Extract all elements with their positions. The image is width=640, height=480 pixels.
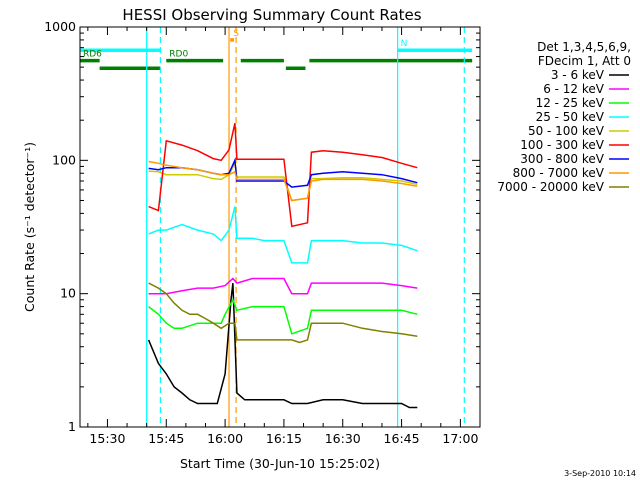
series-line — [148, 160, 418, 202]
y-tick-label: 10 — [60, 286, 76, 301]
series-line — [148, 282, 418, 344]
status-bar-label: RD6 — [83, 50, 102, 60]
x-axis: 15:30 15:45 16:00 16:15 16:30 16:45 17:00 — [87, 27, 481, 446]
y-tick-label: 1 — [68, 419, 76, 434]
series-line — [148, 160, 418, 202]
x-tick-label: 16:15 — [266, 431, 302, 446]
legend-header: FDecim 1, Att 0 — [538, 54, 631, 68]
y-axis: 1 10 100 1000 — [44, 19, 480, 434]
plot-frame — [79, 26, 481, 428]
legend-entry: 3 - 6 keV — [551, 68, 605, 82]
chart-title: HESSI Observing Summary Count Rates — [122, 6, 421, 24]
status-bar-label: S — [233, 29, 239, 39]
series-line — [148, 297, 418, 335]
series-line — [147, 283, 418, 409]
legend: Det 1,3,4,5,6,9,FDecim 1, Att 03 - 6 keV… — [497, 40, 631, 194]
legend-entry: 800 - 7000 keV — [513, 166, 605, 180]
legend-entry: 7000 - 20000 keV — [497, 180, 604, 194]
series-line — [148, 123, 418, 228]
x-axis-label: Start Time (30-Jun-10 15:25:02) — [180, 456, 380, 471]
status-bar-label: N — [401, 39, 408, 49]
series-line — [148, 277, 418, 295]
status-bar-label: RD0 — [169, 50, 188, 60]
vertical-markers — [146, 27, 465, 427]
x-tick-label: 17:00 — [442, 431, 478, 446]
legend-entry: 300 - 800 keV — [520, 152, 604, 166]
y-axis-label: Count Rate (s⁻¹ detector⁻¹) — [22, 142, 37, 312]
observing-bars: N S RD0 RD6 — [80, 29, 473, 71]
x-tick-label: 16:00 — [207, 431, 243, 446]
series-line — [148, 206, 418, 264]
legend-entry: 6 - 12 keV — [543, 82, 605, 96]
series-line — [148, 157, 418, 188]
y-tick-label: 1000 — [44, 19, 76, 34]
x-tick-label: 16:30 — [325, 431, 361, 446]
legend-entry: 12 - 25 keV — [536, 96, 605, 110]
legend-header: Det 1,3,4,5,6,9, — [537, 40, 631, 54]
series-lines — [147, 123, 418, 409]
x-tick-label: 16:45 — [384, 431, 420, 446]
legend-entry: 25 - 50 keV — [536, 110, 605, 124]
x-tick-label: 15:45 — [148, 431, 184, 446]
legend-entry: 100 - 300 keV — [520, 138, 604, 152]
x-tick-label: 15:30 — [89, 431, 125, 446]
footer-date: 3-Sep-2010 10:14 — [564, 469, 636, 478]
y-tick-label: 100 — [52, 152, 76, 167]
legend-entry: 50 - 100 keV — [528, 124, 605, 138]
